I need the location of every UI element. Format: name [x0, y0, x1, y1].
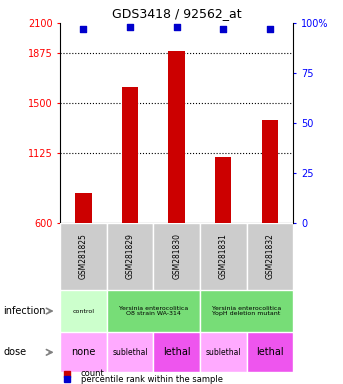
Bar: [200, 223, 247, 290]
Text: sublethal: sublethal: [112, 348, 148, 357]
Text: lethal: lethal: [256, 347, 284, 358]
Text: Yersinia enterocolitica
YopH deletion mutant: Yersinia enterocolitica YopH deletion mu…: [212, 306, 281, 316]
Bar: [247, 332, 293, 372]
Point: [221, 26, 226, 32]
Bar: [60, 223, 107, 290]
Text: none: none: [71, 347, 96, 358]
Bar: [153, 223, 200, 290]
Text: lethal: lethal: [163, 347, 190, 358]
Bar: [60, 290, 107, 332]
Text: GSM281830: GSM281830: [172, 233, 181, 279]
Text: sublethal: sublethal: [205, 348, 241, 357]
Bar: [247, 223, 293, 290]
Text: infection: infection: [3, 306, 46, 316]
Title: GDS3418 / 92562_at: GDS3418 / 92562_at: [112, 7, 241, 20]
Point: [81, 26, 86, 32]
Bar: [107, 332, 153, 372]
Point: [174, 24, 179, 30]
Bar: [200, 332, 247, 372]
Bar: [200, 290, 293, 332]
Text: Yersinia enterocolitica
O8 strain WA-314: Yersinia enterocolitica O8 strain WA-314: [119, 306, 188, 316]
Bar: [153, 332, 200, 372]
Text: GSM281825: GSM281825: [79, 233, 88, 279]
Point: [127, 24, 133, 30]
Text: count: count: [81, 369, 104, 378]
Bar: [122, 87, 138, 223]
Text: percentile rank within the sample: percentile rank within the sample: [81, 374, 223, 384]
Text: GSM281831: GSM281831: [219, 233, 228, 279]
Text: GSM281832: GSM281832: [265, 233, 274, 279]
Point: [267, 26, 273, 32]
Text: control: control: [72, 308, 94, 314]
Bar: [75, 194, 92, 223]
Bar: [107, 290, 200, 332]
Bar: [215, 157, 232, 223]
Text: dose: dose: [3, 347, 26, 358]
Bar: [107, 223, 153, 290]
Bar: [168, 51, 185, 223]
Bar: [262, 120, 278, 223]
Text: GSM281829: GSM281829: [126, 233, 134, 279]
Bar: [60, 332, 107, 372]
